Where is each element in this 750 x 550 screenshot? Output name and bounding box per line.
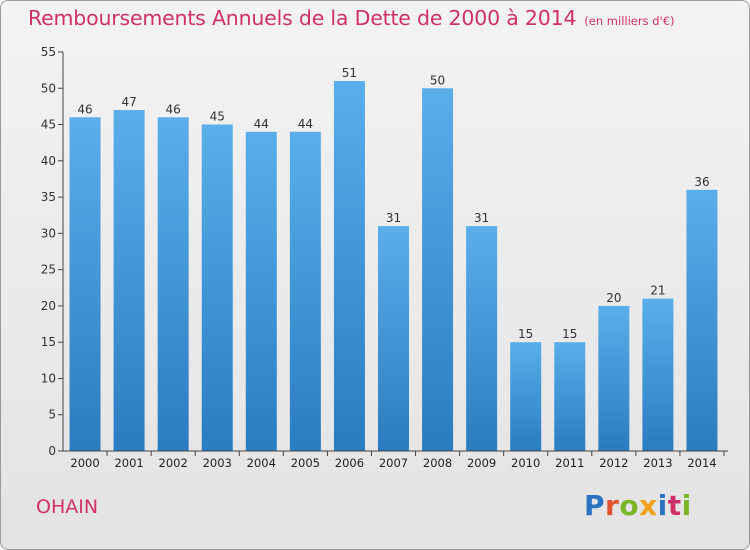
y-tick-label: 40 [41, 154, 56, 168]
x-tick-label: 2007 [379, 456, 408, 470]
logo-letter: r [605, 489, 620, 522]
bar-2008 [422, 88, 454, 451]
y-tick-label: 0 [48, 444, 56, 458]
x-tick-label: 2014 [687, 456, 716, 470]
y-tick-label: 25 [41, 263, 56, 277]
bar-2003 [201, 124, 233, 451]
y-tick-label: 45 [41, 118, 56, 132]
x-tick-label: 2013 [643, 456, 672, 470]
bar-value-label: 15 [562, 327, 577, 341]
bar-2014 [686, 189, 718, 451]
bars-group: 46 47 46 45 44 44 51 31 50 31 15 15 20 21 36 [69, 66, 718, 452]
bar-2000 [69, 117, 101, 452]
logo-letter: i [657, 489, 668, 522]
title-unit: (en milliers d'€) [584, 14, 675, 28]
x-tick-label: 2008 [423, 456, 452, 470]
x-tick-label: 2005 [291, 456, 320, 470]
y-tick-label: 30 [41, 226, 56, 240]
logo-letter: x [639, 489, 658, 522]
x-tick-label: 2012 [599, 456, 628, 470]
y-tick-label: 55 [41, 45, 56, 59]
y-tick-label: 5 [48, 408, 56, 422]
x-tick-label: 2006 [335, 456, 364, 470]
bar-value-label: 36 [694, 175, 709, 189]
x-tick-label: 2004 [247, 456, 276, 470]
bar-value-label: 21 [650, 284, 665, 298]
bar-value-label: 44 [298, 117, 313, 131]
bar-value-label: 31 [474, 211, 489, 225]
bar-2010 [510, 342, 542, 451]
bar-2009 [466, 226, 498, 451]
y-tick-label: 50 [41, 81, 56, 95]
bar-value-label: 31 [386, 211, 401, 225]
logo-letter: i [681, 489, 692, 522]
x-axis: 2000 2001 2002 2003 2004 2005 2006 2007 2008 2009… [63, 450, 728, 470]
y-axis-ticks: 0 5 10 15 20 25 30 35 40 45 50 55 [41, 45, 64, 458]
bar-2007 [378, 226, 409, 451]
y-tick-label: 15 [41, 335, 56, 349]
bar-value-label: 46 [77, 102, 92, 116]
logo-letter: o [619, 489, 640, 522]
y-tick-label: 35 [41, 190, 56, 204]
bar-value-label: 45 [210, 110, 225, 124]
x-tick-label: 2002 [159, 456, 188, 470]
bar-2001 [113, 110, 145, 451]
bar-value-label: 44 [254, 117, 269, 131]
city-name: OHAIN [36, 496, 99, 518]
bar-2011 [554, 342, 586, 451]
bar-value-label: 51 [342, 66, 357, 80]
chart-title: Remboursements Annuels de la Dette de 20… [28, 6, 675, 30]
title-main: Remboursements Annuels de la Dette de 20… [28, 6, 577, 30]
y-tick-label: 20 [41, 299, 56, 313]
proxiti-logo: Proxiti [584, 489, 692, 522]
bar-2012 [598, 305, 630, 451]
logo-letter: P [584, 489, 606, 522]
bar-value-label: 20 [606, 291, 621, 305]
logo-letter: t [667, 489, 682, 522]
bar-2002 [157, 117, 189, 452]
bar-value-label: 15 [518, 327, 533, 341]
bar-2004 [245, 131, 277, 452]
x-tick-label: 2009 [467, 456, 496, 470]
x-tick-label: 2003 [203, 456, 232, 470]
bar-value-label: 47 [121, 95, 136, 109]
bar-2005 [289, 131, 321, 452]
bar-value-label: 46 [166, 102, 181, 116]
bar-value-label: 50 [430, 73, 445, 87]
bar-2006 [333, 81, 365, 451]
x-tick-label: 2001 [114, 456, 143, 470]
bar-2013 [642, 298, 674, 451]
y-tick-label: 10 [41, 371, 56, 385]
x-tick-label: 2011 [555, 456, 584, 470]
x-tick-label: 2010 [511, 456, 540, 470]
x-tick-label: 2000 [70, 456, 99, 470]
